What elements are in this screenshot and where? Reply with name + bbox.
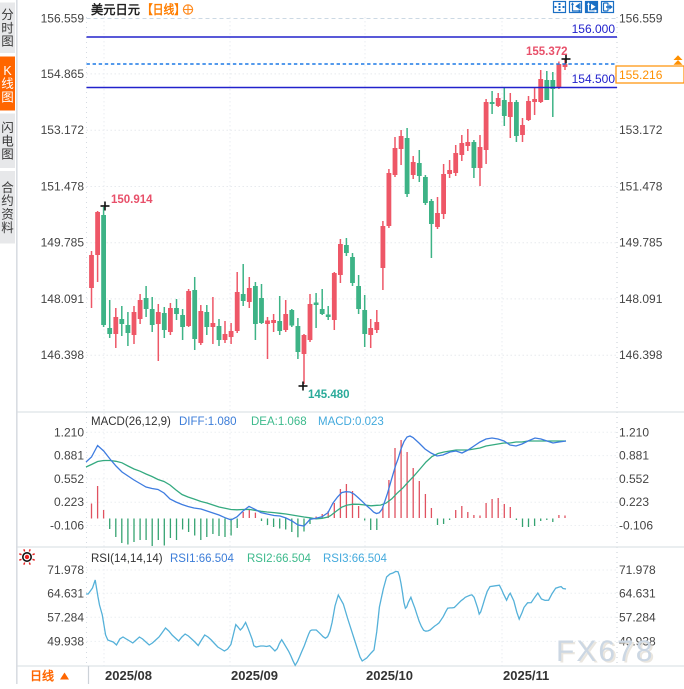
svg-text:153.172: 153.172 <box>41 123 85 137</box>
svg-text:料: 料 <box>1 221 14 235</box>
svg-text:FX678: FX678 <box>556 635 654 668</box>
svg-text:156.559: 156.559 <box>619 11 663 25</box>
svg-text:146.398: 146.398 <box>41 348 85 362</box>
svg-text:149.785: 149.785 <box>619 236 663 250</box>
svg-text:1.210: 1.210 <box>619 425 649 439</box>
svg-text:DIFF:1.080: DIFF:1.080 <box>179 416 237 428</box>
svg-text:150.914: 150.914 <box>111 194 153 206</box>
svg-text:日线: 日线 <box>30 668 54 683</box>
svg-text:153.172: 153.172 <box>619 123 663 137</box>
svg-text:151.478: 151.478 <box>41 180 85 194</box>
svg-text:电: 电 <box>1 134 14 148</box>
svg-text:154.500: 154.500 <box>572 72 616 86</box>
svg-text:分: 分 <box>1 8 14 22</box>
svg-text:合: 合 <box>1 180 14 195</box>
svg-text:156.559: 156.559 <box>41 11 85 25</box>
svg-text:0.881: 0.881 <box>54 449 84 463</box>
svg-text:MACD(26,12,9): MACD(26,12,9) <box>91 416 171 428</box>
svg-text:【日线】: 【日线】 <box>142 2 185 17</box>
svg-text:148.091: 148.091 <box>619 292 663 306</box>
svg-text:图: 图 <box>1 148 14 162</box>
svg-text:0.552: 0.552 <box>619 472 649 486</box>
svg-text:0.223: 0.223 <box>54 495 84 509</box>
svg-text:-0.106: -0.106 <box>619 519 653 533</box>
svg-text:0.881: 0.881 <box>619 449 649 463</box>
svg-text:DEA:1.068: DEA:1.068 <box>251 416 307 428</box>
svg-text:0.223: 0.223 <box>619 495 649 509</box>
svg-text:FX678: FX678 <box>558 637 656 670</box>
svg-text:156.000: 156.000 <box>572 22 616 36</box>
svg-text:146.398: 146.398 <box>619 348 663 362</box>
svg-text:155.216: 155.216 <box>619 68 663 82</box>
svg-text:49.938: 49.938 <box>619 634 656 648</box>
svg-text:154.865: 154.865 <box>41 67 85 81</box>
svg-text:约: 约 <box>1 193 14 208</box>
svg-text:2025/11: 2025/11 <box>503 668 549 683</box>
svg-text:图: 图 <box>1 35 14 49</box>
svg-text:闪: 闪 <box>1 121 14 135</box>
svg-text:145.480: 145.480 <box>308 389 350 401</box>
svg-text:57.284: 57.284 <box>47 610 84 624</box>
svg-text:49.938: 49.938 <box>47 634 84 648</box>
svg-text:RSI1:66.504: RSI1:66.504 <box>170 553 235 565</box>
svg-text:0.552: 0.552 <box>54 472 84 486</box>
svg-text:64.631: 64.631 <box>619 586 656 600</box>
svg-text:图: 图 <box>1 90 14 104</box>
svg-text:2025/08: 2025/08 <box>105 668 152 683</box>
svg-text:资: 资 <box>1 208 14 222</box>
svg-text:美元日元: 美元日元 <box>91 2 140 17</box>
svg-text:-0.106: -0.106 <box>50 519 84 533</box>
svg-text:148.091: 148.091 <box>41 292 85 306</box>
svg-text:时: 时 <box>1 21 14 35</box>
svg-text:155.372: 155.372 <box>526 46 568 58</box>
svg-text:149.785: 149.785 <box>41 236 85 250</box>
svg-text:RSI3:66.504: RSI3:66.504 <box>323 553 388 565</box>
svg-text:57.284: 57.284 <box>619 610 656 624</box>
svg-text:线: 线 <box>1 77 14 91</box>
svg-text:K: K <box>3 64 12 78</box>
svg-text:RSI2:66.504: RSI2:66.504 <box>247 553 312 565</box>
svg-text:MACD:0.023: MACD:0.023 <box>318 416 384 428</box>
svg-text:71.978: 71.978 <box>47 563 84 577</box>
svg-text:2025/10: 2025/10 <box>366 668 413 683</box>
svg-text:2025/09: 2025/09 <box>231 668 278 683</box>
svg-text:64.631: 64.631 <box>47 586 84 600</box>
svg-text:1.210: 1.210 <box>54 425 84 439</box>
svg-text:151.478: 151.478 <box>619 180 663 194</box>
svg-text:71.978: 71.978 <box>619 563 656 577</box>
svg-text:RSI(14,14,14): RSI(14,14,14) <box>91 553 163 565</box>
